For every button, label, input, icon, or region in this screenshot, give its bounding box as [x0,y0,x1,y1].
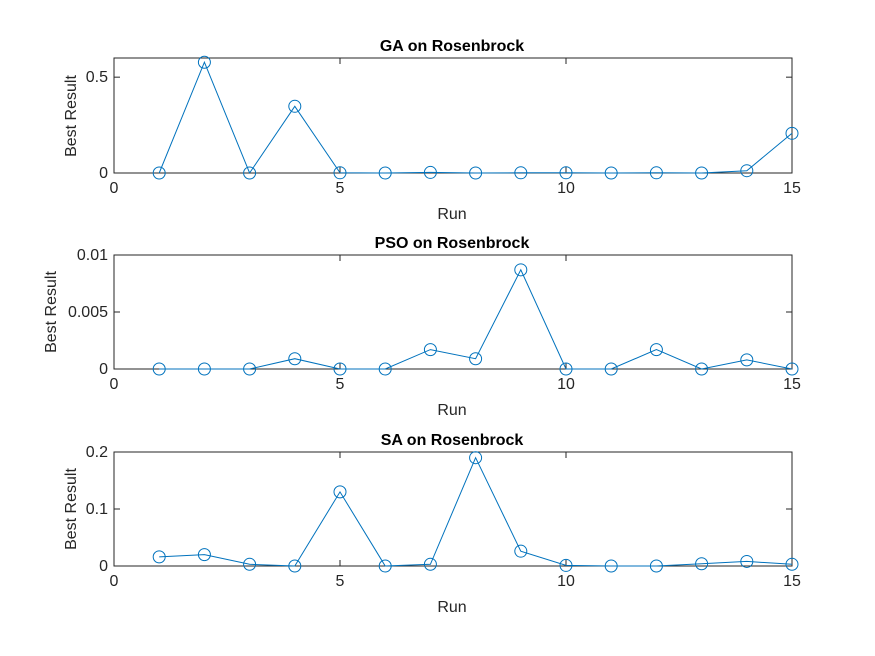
y-axis-label: Best Result [63,75,80,157]
chart-title: SA on Rosenbrock [381,432,524,449]
data-point-marker [559,558,573,572]
x-tick-label: 15 [783,180,801,197]
y-tick-label: 0.5 [86,69,108,86]
data-point-marker [378,559,392,573]
data-point-marker [649,559,663,573]
data-point-marker [604,559,618,573]
data-point-marker [785,362,799,376]
data-point-marker [469,451,483,465]
chart-title: PSO on Rosenbrock [375,235,530,252]
data-point-marker [514,166,528,180]
data-point-marker [469,352,483,366]
subplot-sa: SA on Rosenbrock Run Best Result 0 5 10 15 0… [63,432,801,616]
data-point-marker [197,55,211,69]
data-point-marker [197,362,211,376]
x-tick-label: 0 [110,376,119,393]
data-point-marker [469,166,483,180]
data-point-marker [695,362,709,376]
y-tick-label: 0.01 [77,247,108,264]
data-point-marker [604,166,618,180]
data-point-marker [333,362,347,376]
x-tick-label: 0 [110,180,119,197]
series-line [159,456,793,567]
data-point-marker [740,554,754,568]
data-point-marker [695,166,709,180]
y-tick-label: 0 [99,558,108,575]
data-point-marker [378,362,392,376]
series-line [159,268,793,370]
data-point-marker [604,362,618,376]
series-line [158,60,793,175]
data-point-marker [288,99,302,113]
chart-title: GA on Rosenbrock [380,38,524,55]
data-point-marker [243,166,257,180]
data-point-marker [514,544,528,558]
data-point-marker [333,485,347,499]
data-point-marker [152,166,166,180]
data-point-marker [152,362,166,376]
data-point-marker [423,165,437,179]
data-point-marker [649,166,663,180]
x-tick-label: 5 [336,180,345,197]
data-point-marker [333,166,347,180]
data-point-marker [423,343,437,357]
y-tick-label: 0.1 [86,501,108,518]
x-axis-label: Run [437,206,466,223]
x-tick-label: 10 [557,573,575,590]
data-point-marker [243,557,257,571]
y-tick-label: 0 [99,165,108,182]
x-tick-label: 5 [336,376,345,393]
data-point-marker [152,550,166,564]
y-axis-label: Best Result [43,271,60,353]
x-tick-label: 15 [783,573,801,590]
data-point-marker [559,362,573,376]
subplot-pso: PSO on Rosenbrock Run Best Result 0 5 10 15… [43,235,801,419]
data-point-marker [243,362,257,376]
data-point-marker [695,557,709,571]
data-point-marker [514,263,528,277]
x-tick-label: 0 [110,573,119,590]
data-point-marker [423,557,437,571]
data-point-marker [740,164,754,178]
x-tick-label: 10 [557,376,575,393]
y-axis-label: Best Result [63,468,80,550]
y-tick-label: 0.2 [86,444,108,461]
y-tick-label: 0 [99,361,108,378]
data-point-marker [288,352,302,366]
x-tick-label: 15 [783,376,801,393]
data-point-marker [378,166,392,180]
subplot-ga: GA on Rosenbrock Run Best Result 0 5 10 15 0… [63,38,801,223]
x-axis-label: Run [437,402,466,419]
data-point-marker [740,353,754,367]
data-point-marker [288,559,302,573]
x-axis-label: Run [437,599,466,616]
y-tick-label: 0.005 [68,304,108,321]
x-tick-label: 10 [557,180,575,197]
data-point-marker [559,166,573,180]
data-point-marker [785,557,799,571]
data-point-marker [197,548,211,562]
x-tick-label: 5 [336,573,345,590]
data-point-marker [785,126,799,140]
data-point-marker [649,343,663,357]
